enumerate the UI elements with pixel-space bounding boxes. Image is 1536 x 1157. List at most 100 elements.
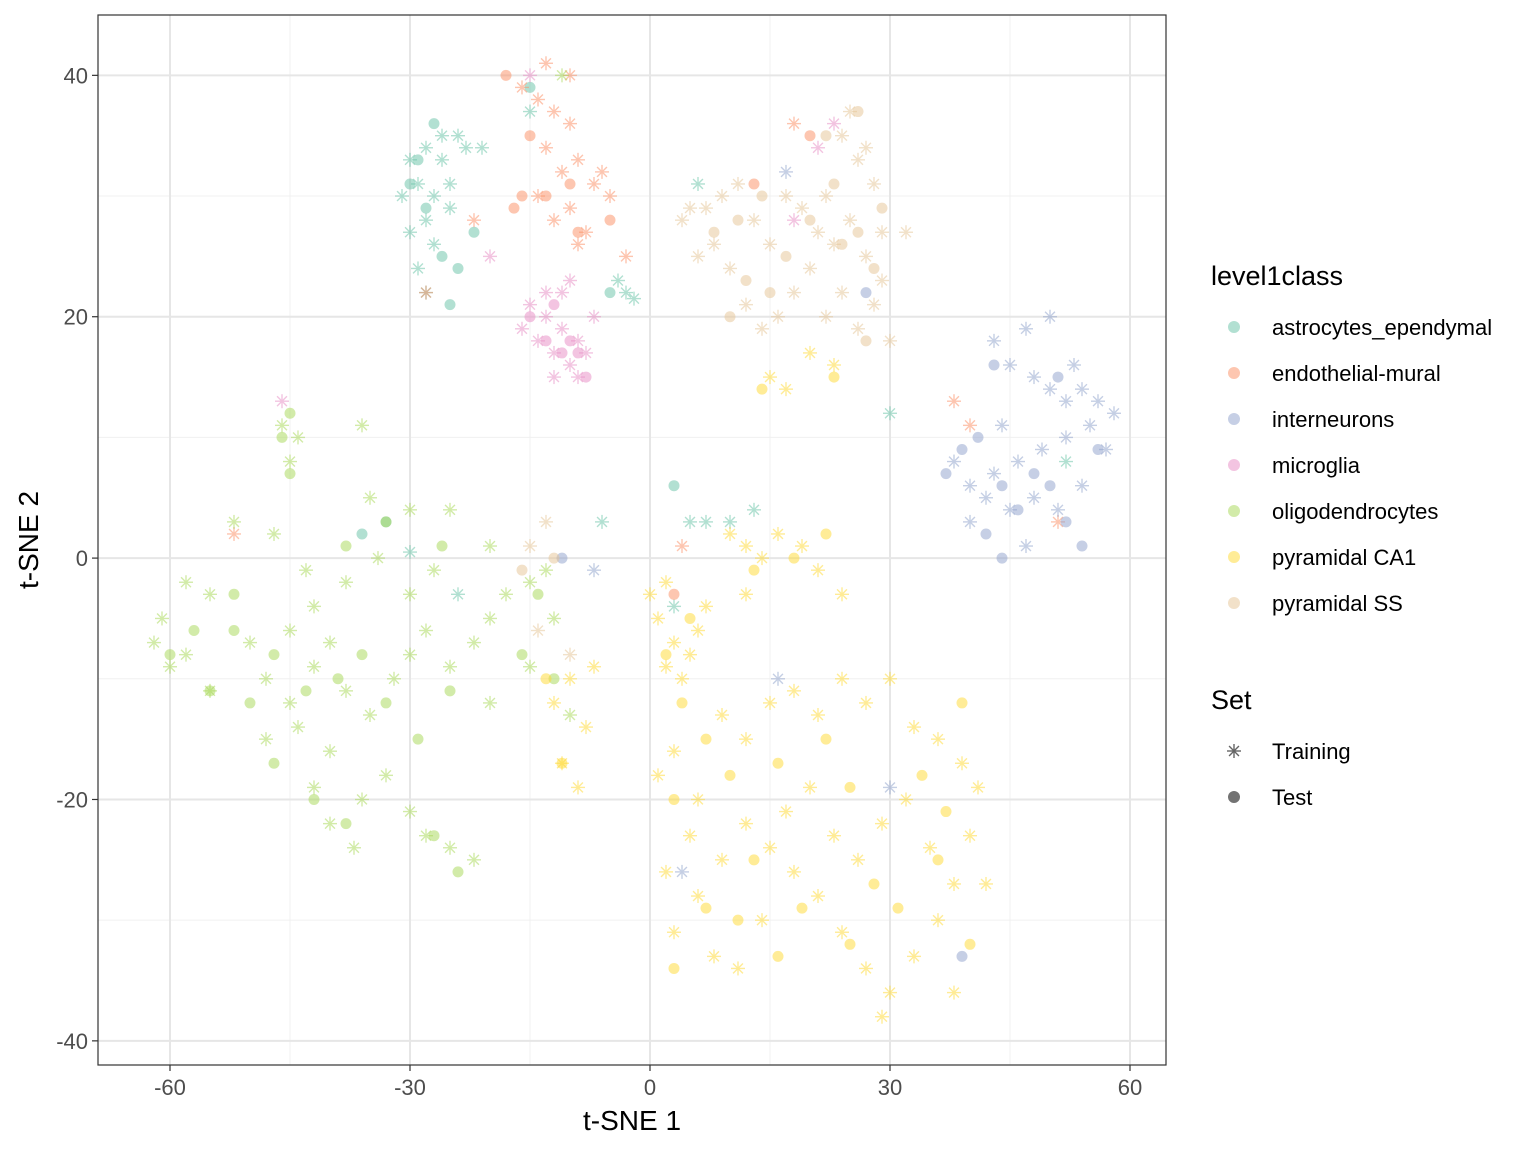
- test-point: [420, 202, 432, 214]
- training-point: [1019, 539, 1033, 554]
- training-point: [515, 80, 529, 95]
- training-point: [403, 225, 417, 240]
- legend-item-label: endothelial-mural: [1272, 361, 1441, 386]
- test-point: [980, 528, 992, 540]
- training-point: [771, 309, 785, 324]
- training-point: [907, 949, 921, 964]
- training-point: [683, 828, 697, 843]
- test-point: [540, 673, 552, 685]
- training-point: [875, 225, 889, 240]
- training-point: [291, 430, 305, 445]
- test-point: [772, 950, 784, 962]
- training-point: [587, 563, 601, 578]
- training-point: [851, 321, 865, 336]
- test-point: [996, 552, 1008, 564]
- training-point: [451, 587, 465, 602]
- test-point: [516, 190, 528, 202]
- training-point: [1003, 358, 1017, 372]
- training-point: [475, 140, 489, 155]
- y-tick-label: 20: [64, 305, 88, 330]
- training-point: [1067, 358, 1081, 372]
- training-point: [731, 961, 745, 976]
- training-point: [971, 780, 985, 795]
- training-point: [643, 587, 657, 602]
- training-point: [763, 840, 777, 855]
- legend-item-label: pyramidal CA1: [1272, 545, 1416, 570]
- test-point: [836, 238, 848, 250]
- training-point: [555, 285, 569, 300]
- training-point: [483, 695, 497, 710]
- training-point: [843, 213, 857, 228]
- test-point: [676, 697, 688, 709]
- training-point: [947, 985, 961, 1000]
- test-point: [1076, 540, 1088, 552]
- training-point: [283, 454, 297, 469]
- test-point: [748, 854, 760, 866]
- training-point: [771, 671, 785, 686]
- test-point: [852, 226, 864, 238]
- legend-color-key: [1228, 367, 1240, 379]
- training-point: [523, 659, 537, 674]
- test-point: [668, 480, 680, 492]
- training-point: [979, 876, 993, 891]
- test-point: [452, 262, 464, 274]
- test-point: [892, 902, 904, 914]
- training-point: [419, 213, 433, 228]
- training-point: [1043, 382, 1057, 397]
- test-point: [204, 685, 216, 697]
- training-point: [811, 708, 825, 722]
- training-point: [811, 563, 825, 578]
- training-point: [763, 695, 777, 710]
- training-point: [419, 623, 433, 638]
- test-point: [820, 130, 832, 142]
- test-point: [860, 287, 872, 299]
- legend-color-key: [1228, 597, 1240, 609]
- test-point: [540, 190, 552, 202]
- training-point: [419, 140, 433, 155]
- test-point: [956, 950, 968, 962]
- training-point: [563, 273, 577, 288]
- test-point: [756, 190, 768, 202]
- legend: level1class astrocytes_ependymal endothel…: [1211, 261, 1492, 810]
- training-point: [355, 792, 369, 807]
- training-point: [715, 189, 729, 204]
- training-point: [787, 864, 801, 879]
- training-point: [627, 291, 641, 306]
- training-point: [547, 213, 561, 228]
- training-point: [563, 116, 577, 131]
- test-point: [188, 625, 200, 637]
- test-point: [268, 757, 280, 769]
- training-point: [667, 925, 681, 940]
- training-point: [339, 683, 353, 698]
- x-axis-label: t-SNE 1: [583, 1105, 681, 1136]
- training-point: [307, 599, 321, 614]
- training-point: [1051, 502, 1065, 517]
- training-point: [523, 539, 537, 554]
- test-point: [428, 118, 440, 130]
- test-point: [684, 612, 696, 624]
- training-point: [931, 913, 945, 928]
- training-point: [427, 189, 441, 204]
- training-point: [563, 708, 577, 722]
- training-point: [707, 237, 721, 252]
- training-point: [963, 828, 977, 843]
- training-point: [675, 671, 689, 686]
- training-point: [363, 708, 377, 722]
- training-point: [419, 285, 433, 300]
- training-point: [547, 104, 561, 119]
- test-point: [724, 769, 736, 781]
- training-point: [659, 659, 673, 674]
- grid: [98, 15, 1166, 1065]
- test-point: [740, 275, 752, 287]
- training-point: [387, 671, 401, 686]
- training-point: [339, 575, 353, 590]
- training-point: [1075, 382, 1089, 397]
- training-point: [763, 370, 777, 385]
- test-point: [284, 468, 296, 480]
- test-point: [996, 480, 1008, 492]
- test-point: [412, 154, 424, 166]
- training-point: [659, 864, 673, 879]
- training-point: [403, 545, 417, 560]
- legend-asterisk-icon: [1227, 744, 1241, 758]
- training-point: [859, 961, 873, 976]
